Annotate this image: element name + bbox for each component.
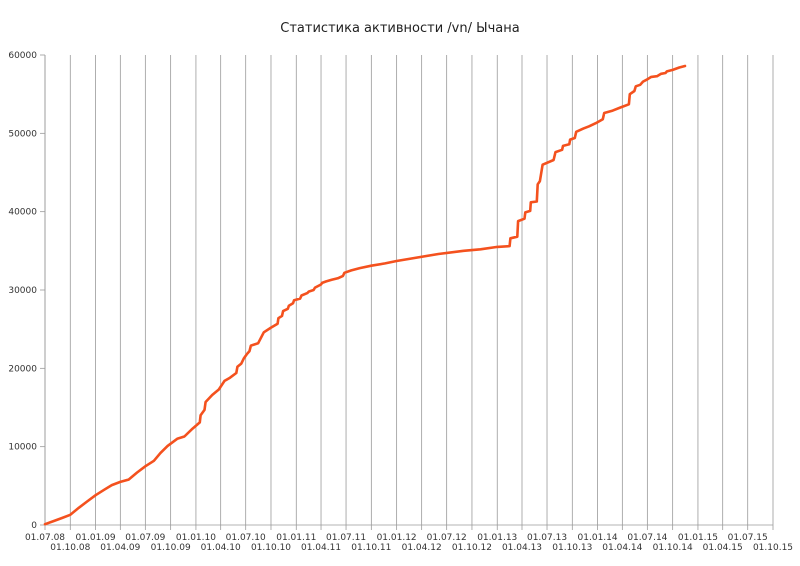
x-tick-label: 01.07.11	[326, 533, 366, 543]
series-line	[43, 64, 687, 526]
x-tick-label: 01.01.09	[76, 533, 116, 543]
y-tick-label: 10000	[8, 443, 37, 453]
x-tick-label: 01.01.13	[477, 533, 517, 543]
x-tick-label: 01.01.11	[276, 533, 316, 543]
x-tick-label: 01.07.09	[125, 533, 165, 543]
x-tick-label: 01.01.10	[176, 533, 216, 543]
chart-title: Статистика активности /vn/ Ычана	[280, 21, 520, 36]
x-tick-label: 01.04.12	[402, 543, 442, 553]
x-tick-label: 01.07.08	[25, 533, 65, 543]
y-tick-label: 50000	[8, 129, 37, 139]
y-tick-label: 30000	[8, 286, 37, 296]
x-tick-label: 01.10.11	[351, 543, 391, 553]
x-tick-label: 01.01.15	[678, 533, 718, 543]
x-tick-label: 01.10.12	[452, 543, 492, 553]
x-tick-label: 01.01.12	[377, 533, 417, 543]
x-tick-label: 01.10.08	[50, 543, 90, 553]
x-tick-label: 01.10.09	[151, 543, 191, 553]
x-tick-label: 01.04.11	[301, 543, 341, 553]
y-tick-label: 0	[31, 521, 37, 531]
x-tick-label: 01.10.10	[251, 543, 291, 553]
x-tick-label: 01.04.14	[602, 543, 642, 553]
y-tick-label: 40000	[8, 208, 37, 218]
x-tick-label: 01.04.10	[201, 543, 241, 553]
x-tick-label: 01.07.10	[226, 533, 266, 543]
x-tick-label: 01.07.15	[728, 533, 768, 543]
y-tick-label: 60000	[8, 51, 37, 61]
y-tick-label: 20000	[8, 364, 37, 374]
x-tick-label: 01.10.13	[552, 543, 592, 553]
x-tick-label: 01.01.14	[578, 533, 618, 543]
x-tick-label: 01.07.13	[527, 533, 567, 543]
x-tick-label: 01.10.15	[753, 543, 793, 553]
x-tick-label: 01.04.09	[100, 543, 140, 553]
x-tick-label: 01.07.12	[427, 533, 467, 543]
x-tick-label: 01.04.13	[502, 543, 542, 553]
x-tick-label: 01.04.15	[703, 543, 743, 553]
x-tick-label: 01.07.14	[627, 533, 667, 543]
x-tick-label: 01.10.14	[653, 543, 693, 553]
